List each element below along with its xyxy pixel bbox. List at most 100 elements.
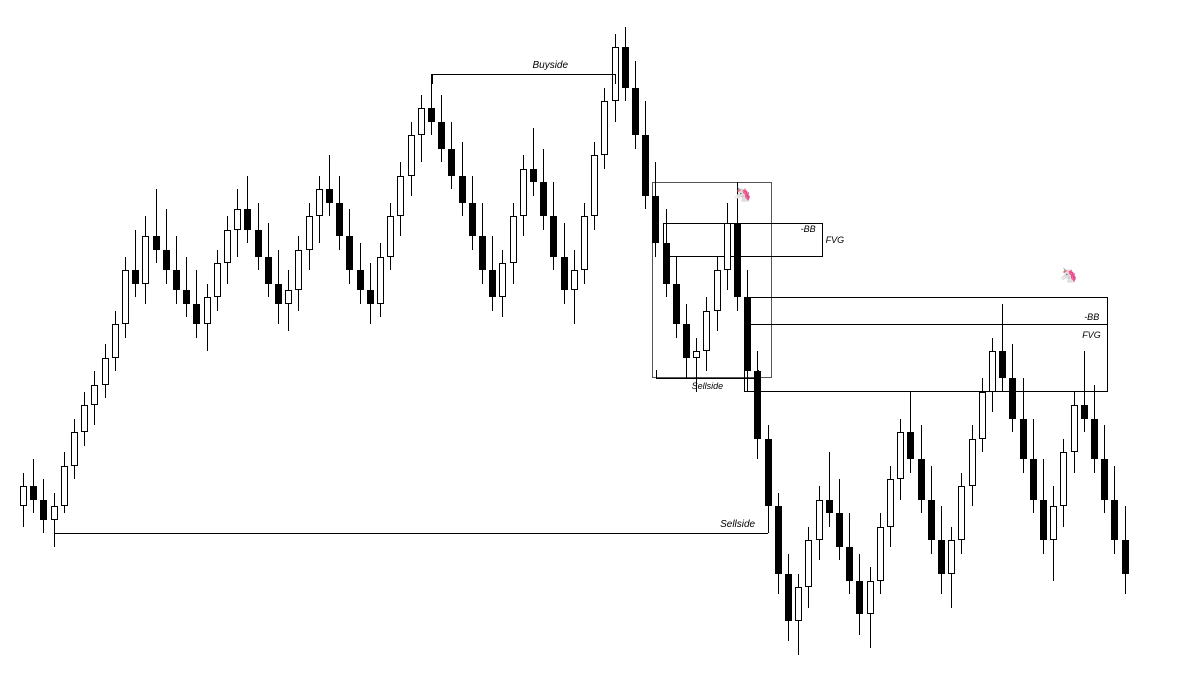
sellside-main-line <box>54 533 768 534</box>
candle-body <box>499 263 506 297</box>
candle-body <box>724 223 731 270</box>
candle-body <box>530 169 537 183</box>
candle-body <box>1040 500 1047 541</box>
candle-body <box>969 439 976 486</box>
candle-body <box>346 236 353 270</box>
candle-body <box>112 324 119 358</box>
buyside-drop-right <box>615 74 616 84</box>
candle-body <box>826 500 833 514</box>
candle-body <box>581 216 588 270</box>
candle-body <box>367 290 374 304</box>
candle-body <box>357 270 364 290</box>
candle-body <box>173 270 180 290</box>
candle-body <box>550 216 557 257</box>
sellside-small-tick-1 <box>758 370 759 378</box>
candle-body <box>408 135 415 176</box>
candle-body <box>1122 540 1129 574</box>
candle-body <box>1030 459 1037 500</box>
candle-body <box>326 189 333 203</box>
candle-body <box>856 581 863 615</box>
candle-wick <box>1002 304 1003 392</box>
candle-body <box>510 216 517 263</box>
candle-body <box>571 270 578 290</box>
sellside-small-tick-0 <box>656 370 657 378</box>
candle-body <box>683 324 690 358</box>
candle-body <box>183 290 190 304</box>
candle-body <box>295 250 302 291</box>
candle-body <box>306 216 313 250</box>
candle-body <box>775 506 782 574</box>
candle-body <box>632 88 639 135</box>
candle-body <box>1050 506 1057 540</box>
candle-body <box>153 236 160 250</box>
candle-body <box>224 230 231 264</box>
candle-body <box>20 486 27 506</box>
candle-body <box>561 257 568 291</box>
candle-body <box>785 574 792 621</box>
candle-body <box>265 257 272 284</box>
candle-body <box>459 176 466 203</box>
candle-body <box>448 149 455 176</box>
candle-body <box>1060 452 1067 506</box>
candle-body <box>193 304 200 324</box>
candle-body <box>234 209 241 229</box>
candle-body <box>61 466 68 507</box>
candle-body <box>652 196 659 243</box>
candle-body <box>1009 378 1016 419</box>
candle-wick <box>1084 351 1085 432</box>
candle-body <box>316 189 323 216</box>
buyside-drop-left <box>432 74 433 84</box>
sellside-small-line <box>656 378 758 379</box>
candlestick-chart: BuysideSellsideSellside-BBFVG🦄-BBFVG🦄 <box>0 0 1200 675</box>
candle-body <box>928 500 935 541</box>
candle-body <box>642 135 649 196</box>
candle-body <box>948 540 955 574</box>
candle-body <box>204 297 211 324</box>
candle-body <box>663 243 670 284</box>
candle-body <box>989 351 996 392</box>
fvg1-fvg-label: FVG <box>826 235 845 245</box>
candle-body <box>40 500 47 520</box>
fvg-zone-1 <box>663 223 823 257</box>
candle-body <box>438 122 445 149</box>
candle-wick <box>54 493 55 547</box>
candle-body <box>744 297 751 371</box>
candle-body <box>214 263 221 297</box>
candle-body <box>469 203 476 237</box>
buyside-label: Buyside <box>532 60 568 71</box>
candle-body <box>489 270 496 297</box>
candle-wick <box>533 128 534 196</box>
candle-body <box>877 527 884 581</box>
candle-body <box>285 290 292 304</box>
candle-body <box>958 486 965 540</box>
candle-body <box>601 101 608 155</box>
candle-body <box>734 223 741 297</box>
candle-body <box>836 513 843 547</box>
candle-body <box>918 459 925 500</box>
sellside-main-label: Sellside <box>720 519 755 530</box>
candle-body <box>51 506 58 520</box>
candle-body <box>122 270 129 324</box>
candle-body <box>377 257 384 304</box>
candle-body <box>1111 500 1118 541</box>
candle-body <box>979 392 986 439</box>
fvg-zone-2 <box>744 297 1108 392</box>
candle-body <box>907 432 914 459</box>
candle-wick <box>135 230 136 298</box>
candle-body <box>1091 419 1098 460</box>
candle-body <box>91 385 98 405</box>
candle-body <box>71 432 78 466</box>
candle-wick <box>156 189 157 263</box>
candle-body <box>805 540 812 587</box>
candle-body <box>765 439 772 507</box>
unicorn-icon: 🦄 <box>734 187 751 201</box>
fvg-zone-2-midline <box>744 324 1108 325</box>
candle-body <box>1071 405 1078 452</box>
candle-wick <box>166 209 167 283</box>
candle-body <box>81 405 88 432</box>
candle-wick <box>186 257 187 318</box>
candle-body <box>520 169 527 216</box>
candle-body <box>673 284 680 325</box>
fvg2-bb-label: -BB <box>1084 312 1099 322</box>
candle-body <box>999 351 1006 378</box>
